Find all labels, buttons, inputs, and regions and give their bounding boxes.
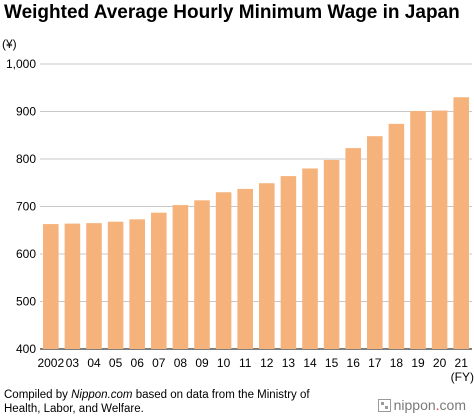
gridlines (40, 63, 472, 350)
bars (43, 97, 469, 350)
x-tick-label: 08 (174, 356, 188, 370)
brand-domain: com (439, 397, 466, 413)
bar (172, 205, 189, 349)
bar (410, 111, 426, 350)
nippon-logo-icon (377, 398, 391, 412)
bar (453, 97, 469, 349)
x-tick-label: 15 (325, 356, 339, 370)
bar (107, 221, 124, 349)
bar (237, 188, 253, 349)
bar (43, 224, 59, 349)
x-axis-ticks: 2002 03 04 05 06 07 08 09 10 11 12 13 14 15 16 17 18 19 20… (37, 356, 468, 370)
x-tick-label: 05 (109, 356, 123, 370)
bar (151, 212, 167, 349)
bar (388, 123, 405, 349)
bar (194, 200, 210, 349)
bar (431, 110, 448, 349)
x-tick-label: 06 (131, 356, 145, 370)
y-axis-ticks: 400 500 600 700 800 900 1,000 (6, 57, 36, 356)
x-tick-label: 14 (303, 356, 317, 370)
bar (86, 223, 102, 349)
y-tick-label: 400 (16, 342, 36, 356)
bar (215, 192, 232, 349)
brand-dot: . (435, 397, 440, 413)
bar (367, 136, 383, 349)
x-tick-label: 11 (239, 356, 252, 370)
x-tick-label: 03 (66, 356, 80, 370)
bar (323, 159, 340, 349)
y-axis-unit-label: (¥) (2, 37, 17, 51)
x-tick-label: 18 (390, 356, 404, 370)
source-note: Compiled by Nippon.com based on data fro… (4, 388, 344, 416)
y-tick-label: 600 (16, 247, 36, 261)
x-tick-label: 16 (347, 356, 361, 370)
y-tick-label: 1,000 (6, 57, 36, 71)
x-tick-label: 10 (217, 356, 231, 370)
bar-chart: (¥) 400 500 600 700 800 900 1,000 2002 03 04 05 06… (2, 37, 474, 384)
chart-title: Weighted Average Hourly Minimum Wage in … (4, 2, 460, 23)
x-tick-label: 20 (433, 356, 447, 370)
y-tick-label: 500 (16, 295, 36, 309)
x-tick-label: 17 (368, 356, 382, 370)
source-site: Nippon.com (71, 389, 133, 401)
x-tick-label: 2002 (37, 356, 64, 370)
bar (345, 148, 361, 349)
x-tick-label: 19 (411, 356, 425, 370)
x-tick-label: 04 (87, 356, 101, 370)
brand-logo: nippon. com (377, 397, 466, 413)
source-prefix: Compiled by (4, 389, 72, 401)
y-tick-label: 700 (16, 200, 36, 214)
x-tick-label: 09 (195, 356, 209, 370)
y-tick-label: 900 (16, 105, 36, 119)
x-axis-unit-label: (FY) (451, 370, 474, 384)
bar (129, 219, 145, 349)
bar (280, 176, 297, 349)
y-tick-label: 800 (16, 152, 36, 166)
source-suffix: based on data from the Ministry of Healt… (4, 389, 310, 415)
x-tick-label: 13 (282, 356, 296, 370)
x-tick-label: 21 (455, 356, 469, 370)
bar (302, 168, 318, 349)
x-tick-label: 07 (152, 356, 166, 370)
bar (259, 183, 275, 349)
x-tick-label: 12 (260, 356, 274, 370)
brand-name: nippon (393, 397, 436, 413)
bar (64, 223, 81, 349)
